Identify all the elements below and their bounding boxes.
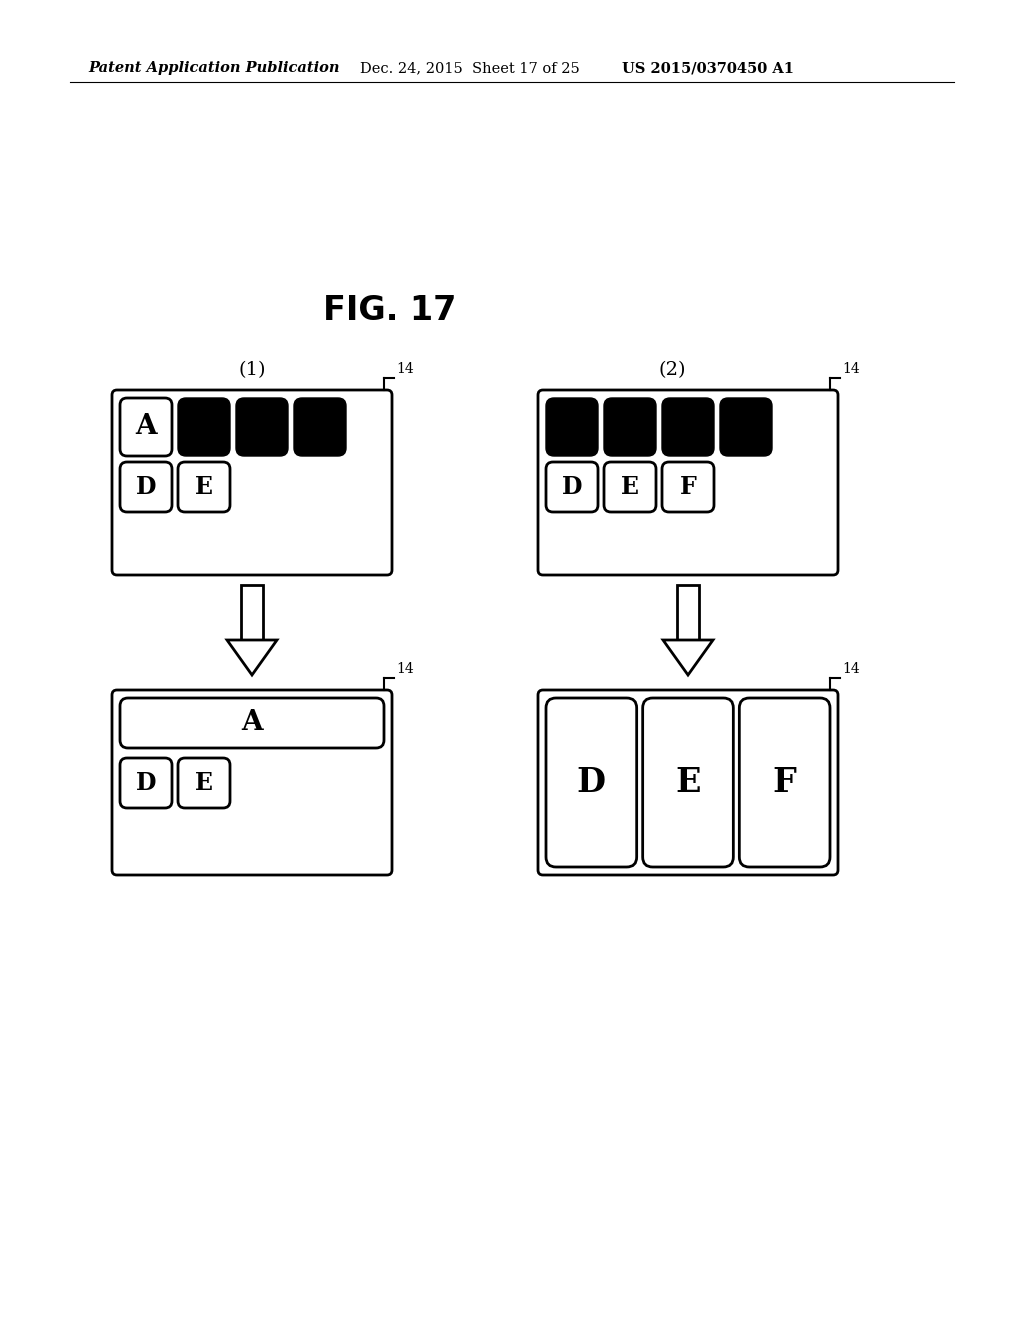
FancyBboxPatch shape (178, 399, 230, 455)
Text: F: F (773, 766, 797, 799)
Bar (241, 585, 263, 640)
Text: (2): (2) (658, 360, 686, 379)
Text: A: A (135, 413, 157, 441)
FancyBboxPatch shape (643, 698, 733, 867)
Polygon shape (663, 640, 713, 675)
Text: E: E (195, 475, 213, 499)
FancyBboxPatch shape (546, 399, 598, 455)
FancyBboxPatch shape (604, 399, 656, 455)
Text: 14: 14 (842, 362, 860, 376)
FancyBboxPatch shape (662, 462, 714, 512)
FancyBboxPatch shape (604, 462, 656, 512)
FancyBboxPatch shape (546, 698, 637, 867)
Text: F: F (680, 475, 696, 499)
Text: D: D (136, 475, 157, 499)
FancyBboxPatch shape (739, 698, 830, 867)
Text: D: D (136, 771, 157, 795)
Text: E: E (675, 766, 700, 799)
Text: 14: 14 (396, 663, 414, 676)
Text: 14: 14 (842, 663, 860, 676)
Text: E: E (195, 771, 213, 795)
FancyBboxPatch shape (294, 399, 346, 455)
FancyBboxPatch shape (662, 399, 714, 455)
FancyBboxPatch shape (236, 399, 288, 455)
Text: D: D (577, 766, 606, 799)
FancyBboxPatch shape (120, 698, 384, 748)
Text: Patent Application Publication: Patent Application Publication (88, 61, 340, 75)
FancyBboxPatch shape (538, 389, 838, 576)
Text: (1): (1) (239, 360, 266, 379)
FancyBboxPatch shape (120, 399, 172, 455)
FancyBboxPatch shape (120, 462, 172, 512)
FancyBboxPatch shape (178, 462, 230, 512)
FancyBboxPatch shape (120, 758, 172, 808)
FancyBboxPatch shape (112, 690, 392, 875)
Text: Dec. 24, 2015  Sheet 17 of 25: Dec. 24, 2015 Sheet 17 of 25 (360, 61, 580, 75)
Polygon shape (227, 640, 278, 675)
FancyBboxPatch shape (112, 389, 392, 576)
Text: FIG. 17: FIG. 17 (324, 293, 457, 326)
FancyBboxPatch shape (720, 399, 772, 455)
Text: A: A (242, 710, 263, 737)
Text: US 2015/0370450 A1: US 2015/0370450 A1 (622, 61, 794, 75)
FancyBboxPatch shape (546, 462, 598, 512)
Text: 14: 14 (396, 362, 414, 376)
FancyBboxPatch shape (178, 758, 230, 808)
Bar (677, 585, 699, 640)
FancyBboxPatch shape (538, 690, 838, 875)
Text: D: D (562, 475, 583, 499)
Text: E: E (621, 475, 639, 499)
